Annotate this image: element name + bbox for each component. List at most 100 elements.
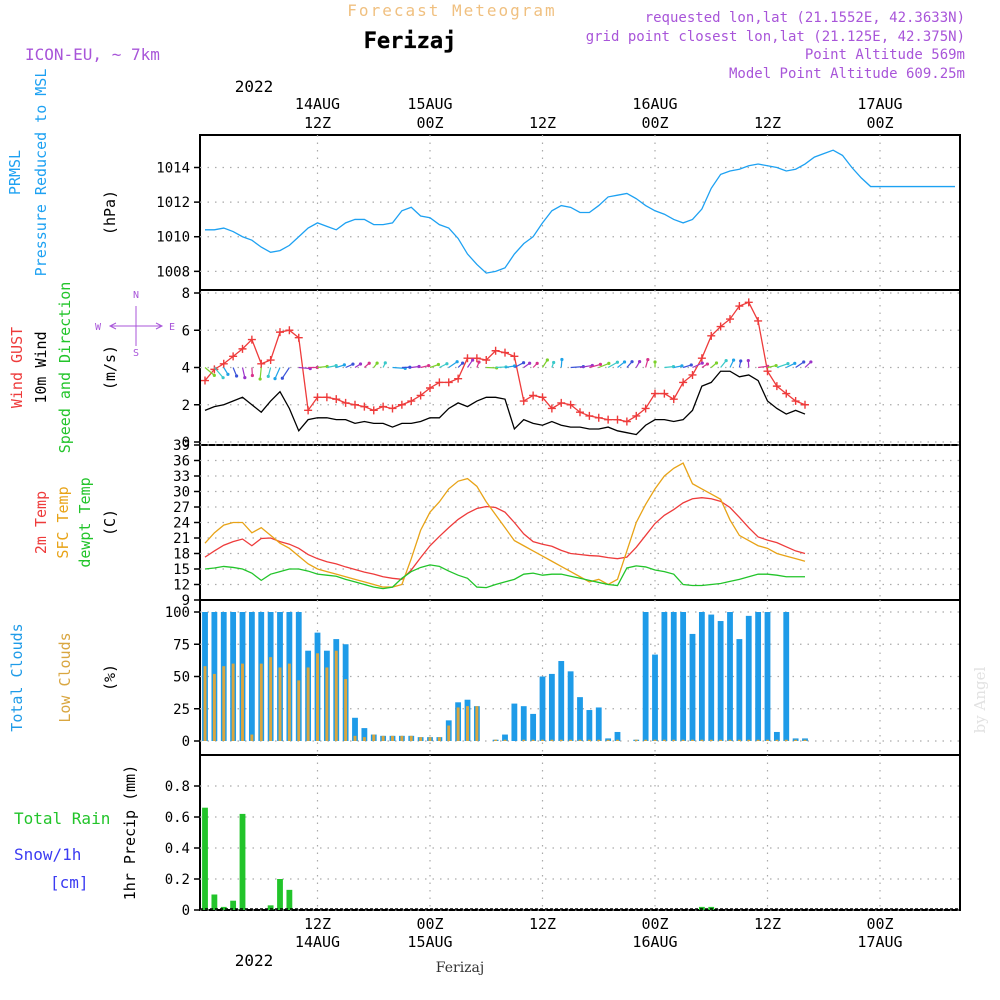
gust-marker [622,417,631,426]
total-cloud-bar [502,734,508,741]
total-cloud-bar [661,612,668,741]
y-tick-label: 50 [173,670,190,686]
low-cloud-bar [494,739,498,741]
gust-marker [604,415,613,424]
legend-label-pressure: PRMSL [6,150,24,195]
gust-marker [238,344,247,353]
wind-dir-arrowhead [280,376,284,380]
gust-marker [519,397,528,406]
gust-marker [763,367,772,376]
total-cloud-bar [792,738,799,741]
total-cloud-bar [511,703,518,741]
low-cloud-bar [784,739,788,741]
wind-dir-arrowhead [334,364,338,368]
low-cloud-bar [522,739,526,741]
low-cloud-bar [372,734,376,741]
legend-label-pressure: Pressure Reduced to MSL [32,69,50,277]
compass-n: N [133,290,139,301]
model-label: ICON-EU, ~ 7km [25,45,160,64]
y-tick-label: 39 [173,438,190,454]
y-tick-label: 24 [173,516,190,532]
gust-marker [369,406,378,415]
low-cloud-bar [222,666,226,741]
total-cloud-bar [520,706,527,741]
low-cloud-bar [419,737,423,741]
wind-dir-arrow [204,367,215,376]
wind-dir-arrowhead [731,358,736,362]
series-line-2m-temp [204,497,806,581]
gust-marker [472,354,481,363]
wind-dir-arrow [213,367,224,379]
compass-s: S [133,348,139,359]
low-cloud-bar [531,739,535,741]
rain-bar [230,900,237,910]
gust-marker [247,335,256,344]
y-tick-label: 1014 [156,161,190,177]
low-cloud-bar [409,735,413,741]
y-tick-label: 0 [182,903,190,919]
wind-dir-arrowhead [786,362,790,366]
series-line-wind-gust [204,301,806,423]
legend-label-wind: Speed and Direction [56,282,74,454]
gust-marker [491,346,500,355]
bottom-time-label: 00Z [866,915,893,933]
gust-marker [304,406,313,415]
wind-dir-arrow [795,361,805,368]
wind-dir-arrowhead [315,365,319,370]
low-cloud-bar [391,735,394,741]
gust-marker [632,411,641,420]
y-tick-label: 36 [173,454,190,470]
low-cloud-bar [775,739,779,741]
gust-marker [697,354,706,363]
gust-marker [510,352,519,361]
top-time-label: 12Z [529,114,556,132]
total-cloud-bar [248,612,255,741]
wind-dir-arrowhead [630,360,634,364]
wind-dir-arrowhead [714,361,719,365]
gust-marker [444,378,453,387]
low-cloud-bar [681,739,685,741]
low-cloud-bar [203,666,207,741]
low-cloud-bar [316,653,319,741]
gust-marker [566,400,575,409]
gust-marker [585,411,594,420]
gust-marker [576,408,584,417]
wind-dir-arrow [589,363,601,369]
low-cloud-bar [212,673,216,741]
bottom-time-label: 12Z [529,915,556,933]
low-cloud-bar [747,739,751,741]
gust-marker [435,378,444,387]
wind-dir-arrow [758,365,768,369]
wind-dir-arrow [298,366,311,370]
y-axis-label: 1hr Precip (mm) [121,765,139,900]
gust-marker [594,413,603,422]
gust-marker [416,391,425,400]
y-tick-label: 0.2 [165,872,190,888]
gust-marker [791,397,800,406]
legend-label-wind: Wind GUST [8,327,26,408]
wind-dir-arrow [607,361,618,369]
wind-dir-arrowhead [243,376,247,380]
bottom-time-label: 12Z [304,915,331,933]
gust-marker [332,395,341,404]
panel-frame [199,754,961,911]
gust-marker [351,400,359,409]
bottom-date-label: 17AUG [857,933,902,951]
wind-dir-arrowhead [746,358,750,363]
low-cloud-bar [269,657,273,741]
gust-marker [322,393,331,402]
y-tick-label: 0 [182,435,190,451]
wind-dir-arrowhead [375,361,379,365]
gust-marker [294,333,303,342]
total-cloud-bar [577,697,583,741]
y-tick-label: 12 [173,578,190,594]
legend-label-temperature: 2m Temp [32,491,50,554]
wind-dir-arrowhead [436,362,441,367]
footer-station: Ferizaj [436,960,484,976]
low-cloud-bar [334,650,338,741]
legend-label-clouds: Total Clouds [8,623,26,731]
low-cloud-bar [794,739,798,741]
total-cloud-bar [764,612,771,741]
wind-dir-arrowhead [258,377,262,381]
low-cloud-bar [241,663,244,741]
